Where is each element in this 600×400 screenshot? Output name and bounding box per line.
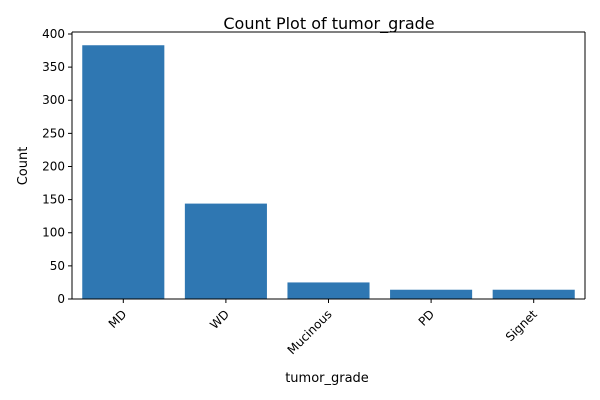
y-tick-label-150: 150 — [42, 193, 65, 207]
bar-signet — [492, 289, 575, 299]
y-tick-label-300: 300 — [42, 93, 65, 107]
y-axis: 0 50 100 150 200 250 300 350 400 — [42, 27, 72, 306]
y-axis-label: Count — [16, 147, 31, 186]
y-tick-label-350: 350 — [42, 60, 65, 74]
y-tick-label-400: 400 — [42, 27, 65, 41]
y-tick-label-100: 100 — [42, 226, 65, 240]
x-tick-label-mucinous: Mucinous — [285, 307, 335, 357]
bar-wd — [184, 203, 267, 299]
bar-pd — [390, 289, 473, 299]
bar-md — [82, 45, 165, 299]
chart-title: Count Plot of tumor_grade — [223, 14, 434, 34]
x-tick-label-wd: WD — [207, 307, 232, 332]
x-axis-label: tumor_grade — [285, 371, 369, 386]
bars-group — [82, 45, 575, 299]
x-tick-label-pd: PD — [416, 307, 438, 329]
y-tick-label-200: 200 — [42, 159, 65, 173]
x-tick-label-signet: Signet — [503, 307, 540, 344]
x-tick-label-md: MD — [106, 307, 130, 331]
bar-mucinous — [287, 282, 370, 299]
y-tick-label-250: 250 — [42, 126, 65, 140]
x-axis: MD WD Mucinous PD Signet — [106, 299, 540, 357]
y-tick-label-0: 0 — [57, 292, 65, 306]
y-tick-label-50: 50 — [50, 259, 65, 273]
